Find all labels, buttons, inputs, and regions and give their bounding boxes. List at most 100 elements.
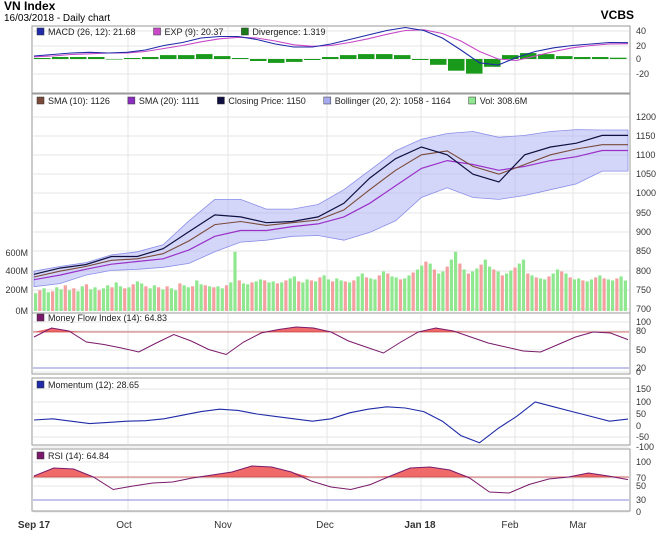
volume-bar-103	[471, 271, 475, 311]
legend-swatch-price-0	[36, 96, 45, 105]
volume-bar-62	[297, 281, 301, 311]
volume-bar-64	[305, 279, 309, 311]
macd-divergence-bar-11	[232, 58, 249, 59]
volume-bar-114	[517, 263, 521, 311]
volume-bar-9	[72, 288, 76, 311]
macd-divergence-bar-18	[358, 54, 375, 59]
tick-label-mfi-2: 50	[636, 345, 646, 355]
volume-bar-22	[127, 287, 131, 311]
volume-bar-89	[411, 272, 415, 311]
volume-bar-37	[191, 286, 195, 311]
volume-bar-105	[479, 264, 483, 311]
volume-bar-19	[114, 282, 118, 311]
volume-bar-117	[530, 275, 534, 311]
tick-label-rsi-0: 100	[636, 457, 651, 467]
volume-bar-25	[140, 283, 144, 311]
macd-divergence-bar-16	[322, 57, 339, 59]
volume-bar-52	[254, 281, 258, 311]
volume-bar-86	[398, 279, 403, 311]
x-axis-label-2: Nov	[214, 520, 232, 531]
volume-bar-104	[475, 268, 479, 311]
volume-bar-0	[34, 293, 38, 311]
tick-label-macd-2: 0	[636, 54, 641, 64]
volume-bar-74	[348, 282, 352, 311]
panel-frame-rsi	[31, 448, 631, 512]
volume-bar-5	[55, 287, 59, 311]
tick-label-mfi-1: 80	[636, 326, 646, 336]
macd-divergence-bar-10	[214, 56, 231, 59]
volume-bar-82	[381, 271, 386, 311]
volume-bar-128	[577, 278, 581, 311]
volume-bar-6	[59, 289, 63, 311]
volume-bar-78	[364, 277, 369, 311]
legend-swatch-price-2	[217, 96, 225, 105]
chart-title: VN Index	[4, 0, 56, 13]
macd-divergence-bar-12	[250, 59, 267, 61]
volume-bar-87	[403, 278, 407, 311]
x-axis-label-4: Jan 18	[404, 520, 436, 531]
volume-bar-88	[407, 275, 411, 311]
x-axis-label-3: Dec	[316, 520, 334, 531]
volume-bar-61	[292, 276, 296, 311]
volume-bar-139	[623, 280, 627, 311]
volume-bar-91	[420, 265, 424, 311]
volume-bar-43	[216, 286, 220, 311]
volume-bar-1	[38, 290, 42, 311]
momentum-line	[33, 401, 629, 444]
volume-bar-58	[280, 282, 284, 311]
legend-swatch-price-3	[323, 96, 332, 105]
volume-bar-109	[496, 271, 500, 311]
macd-divergence-bar-25	[484, 59, 501, 67]
volume-bar-116	[526, 273, 530, 311]
legend-label-macd-0: MACD (26, 12): 21.68	[48, 27, 136, 37]
macd-divergence-bar-22	[430, 59, 447, 65]
legend-label-macd-2: Divergence: 1.319	[252, 27, 325, 37]
price-line-sma-20-	[33, 149, 628, 281]
volume-bar-76	[356, 276, 360, 311]
volume-bar-45	[224, 285, 229, 311]
macd-divergence-bar-30	[574, 57, 591, 59]
volume-bar-135	[606, 279, 610, 311]
volume-bar-131	[589, 279, 593, 311]
macd-divergence-bar-29	[556, 56, 573, 59]
volume-bar-102	[466, 273, 470, 311]
vol-tick-label-3: 0M	[15, 306, 28, 316]
volume-bar-46	[229, 282, 233, 311]
tick-label-price-4: 1000	[636, 188, 656, 198]
vol-tick-label-0: 600M	[5, 248, 28, 258]
volume-bar-51	[250, 282, 254, 311]
volume-bar-96	[441, 271, 445, 311]
volume-bar-27	[148, 288, 152, 311]
tick-label-price-9: 750	[636, 285, 651, 295]
price-line-sma-10-	[33, 144, 628, 278]
macd-divergence-bar-28	[538, 54, 555, 59]
volume-bar-70	[331, 281, 335, 311]
x-axis-label-6: Mar	[569, 520, 587, 531]
volume-bar-71	[335, 278, 339, 311]
volume-bar-59	[284, 280, 288, 311]
volume-bar-15	[97, 290, 101, 311]
x-axis-label-5: Feb	[501, 520, 519, 531]
volume-bar-30	[161, 289, 165, 311]
macd-divergence-bar-6	[142, 57, 159, 59]
volume-bar-69	[326, 279, 330, 311]
volume-bar-23	[131, 284, 135, 311]
macd-divergence-bar-15	[304, 59, 321, 60]
volume-bar-72	[339, 280, 343, 311]
tick-label-mfi-0: 100	[636, 317, 651, 327]
vol-tick-label-2: 200M	[5, 285, 28, 295]
volume-bar-29	[157, 287, 161, 311]
volume-bar-32	[169, 288, 173, 311]
volume-bar-99	[454, 251, 458, 312]
volume-bar-122	[551, 273, 555, 311]
volume-bar-12	[84, 284, 89, 311]
volume-bar-18	[110, 287, 114, 311]
volume-bar-119	[538, 278, 543, 311]
volume-bar-47	[233, 251, 237, 312]
volume-bar-50	[246, 284, 250, 311]
volume-bar-42	[212, 287, 216, 311]
legend-swatch-macd-1	[153, 27, 161, 36]
macd-divergence-bar-24	[466, 59, 483, 74]
mfi-line	[33, 326, 629, 356]
